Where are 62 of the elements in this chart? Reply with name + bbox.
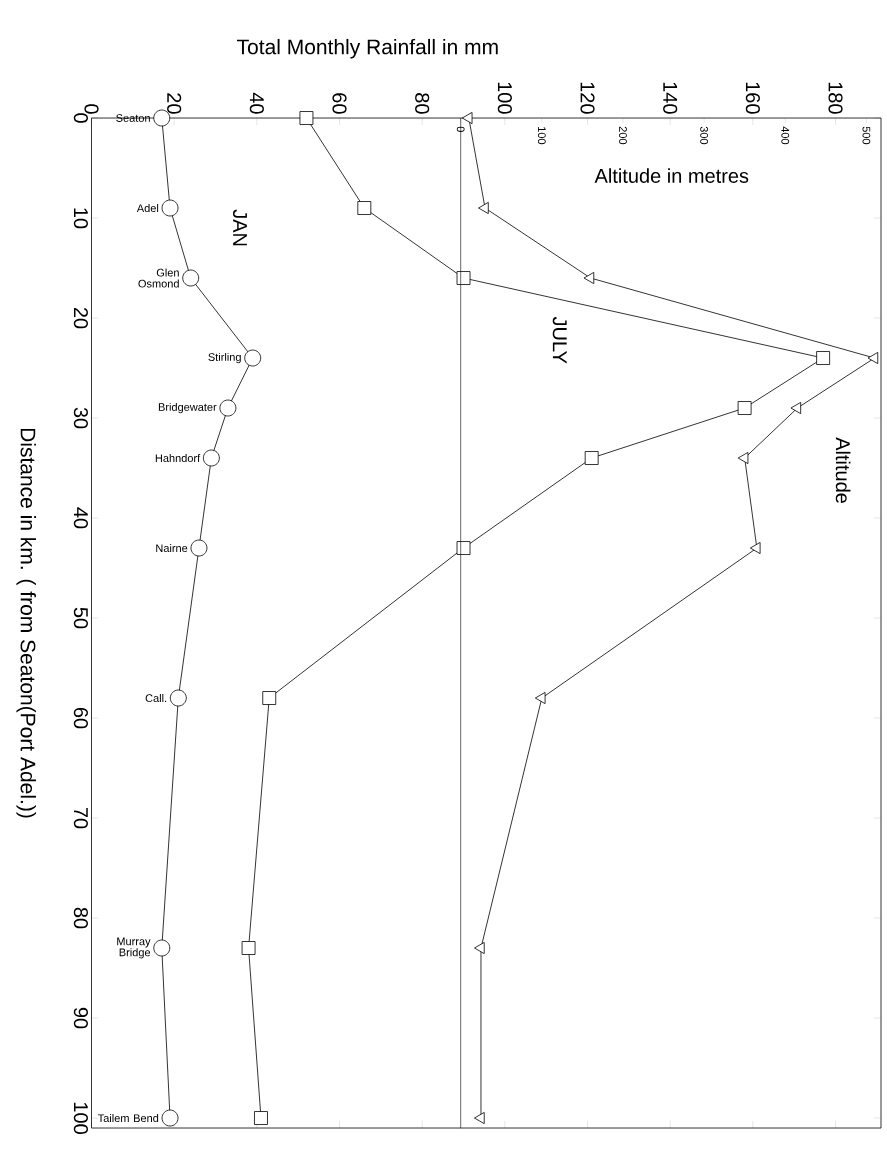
point bbox=[299, 111, 314, 125]
point bbox=[262, 691, 277, 705]
point bbox=[584, 451, 599, 465]
y-tick-label: 80 bbox=[73, 907, 88, 929]
annotation: Nairne bbox=[156, 543, 188, 553]
x-tick-label: 80 bbox=[415, 93, 430, 114]
annotation: Call. bbox=[145, 693, 167, 703]
y-tick-label: 100 bbox=[73, 1102, 88, 1134]
text: JULY bbox=[552, 316, 567, 364]
point bbox=[816, 351, 831, 365]
annotation: Bridgewater bbox=[158, 402, 217, 414]
y-tick-label: 90 bbox=[73, 1007, 88, 1029]
point bbox=[219, 399, 237, 417]
x-tick-label: 60 bbox=[332, 93, 347, 114]
y-tick-label: 0 bbox=[73, 113, 88, 123]
x-axis-title: Total Monthly Rainfall in mm bbox=[237, 38, 498, 59]
y-axis-title: Distance in km. ( from Seaton(Port Adel.)) bbox=[16, 428, 36, 818]
x-tick-label: 100 bbox=[497, 82, 512, 114]
point bbox=[456, 541, 471, 555]
text: Altitude bbox=[835, 437, 851, 503]
x-tick-label: 160 bbox=[745, 82, 760, 114]
point bbox=[190, 539, 208, 557]
y-tick-label: 70 bbox=[73, 807, 88, 829]
text: JAN bbox=[232, 209, 247, 246]
point bbox=[241, 941, 256, 955]
x2-tick-label: 0 bbox=[456, 126, 465, 132]
annotation: Murray Bridge bbox=[117, 937, 151, 959]
point bbox=[737, 401, 752, 415]
x-tick-label: 20 bbox=[167, 93, 182, 114]
x2-tick-label: 300 bbox=[700, 126, 708, 145]
x-tick-label: 120 bbox=[580, 82, 595, 114]
annotation: Tailem Bend bbox=[97, 1113, 159, 1123]
y-tick-label: 40 bbox=[73, 507, 88, 529]
annotation: Glen Osmond bbox=[138, 268, 179, 288]
annotation: Adel bbox=[136, 203, 159, 213]
x2-tick-label: 100 bbox=[537, 127, 546, 145]
y-tick-label: 60 bbox=[73, 707, 88, 729]
y-tick-label: 10 bbox=[73, 208, 88, 229]
x-tick-label: 40 bbox=[249, 92, 264, 114]
annotation: Stirling bbox=[208, 352, 241, 364]
x2-axis-title: Altitude in metres bbox=[594, 168, 749, 183]
point bbox=[182, 269, 200, 287]
annotation: Hahndorf bbox=[155, 453, 201, 463]
point bbox=[254, 1111, 268, 1125]
annotation: Seaton bbox=[116, 114, 150, 122]
point bbox=[202, 449, 220, 467]
point bbox=[169, 689, 187, 707]
x2-tick-label: 400 bbox=[781, 126, 790, 145]
point bbox=[161, 199, 179, 217]
y-tick-label: 20 bbox=[73, 307, 88, 329]
point bbox=[153, 939, 171, 957]
x-tick-label: 0 bbox=[84, 104, 99, 114]
point bbox=[244, 349, 262, 367]
x2-tick-label: 200 bbox=[619, 126, 627, 145]
point bbox=[456, 271, 471, 285]
point bbox=[357, 201, 372, 215]
x-tick-label: 140 bbox=[663, 82, 678, 114]
y-tick-label: 50 bbox=[73, 607, 88, 629]
x2-tick-label: 500 bbox=[862, 126, 871, 145]
x-tick-label: 180 bbox=[828, 82, 843, 114]
point bbox=[161, 1109, 179, 1127]
y-tick-label: 30 bbox=[73, 407, 88, 429]
